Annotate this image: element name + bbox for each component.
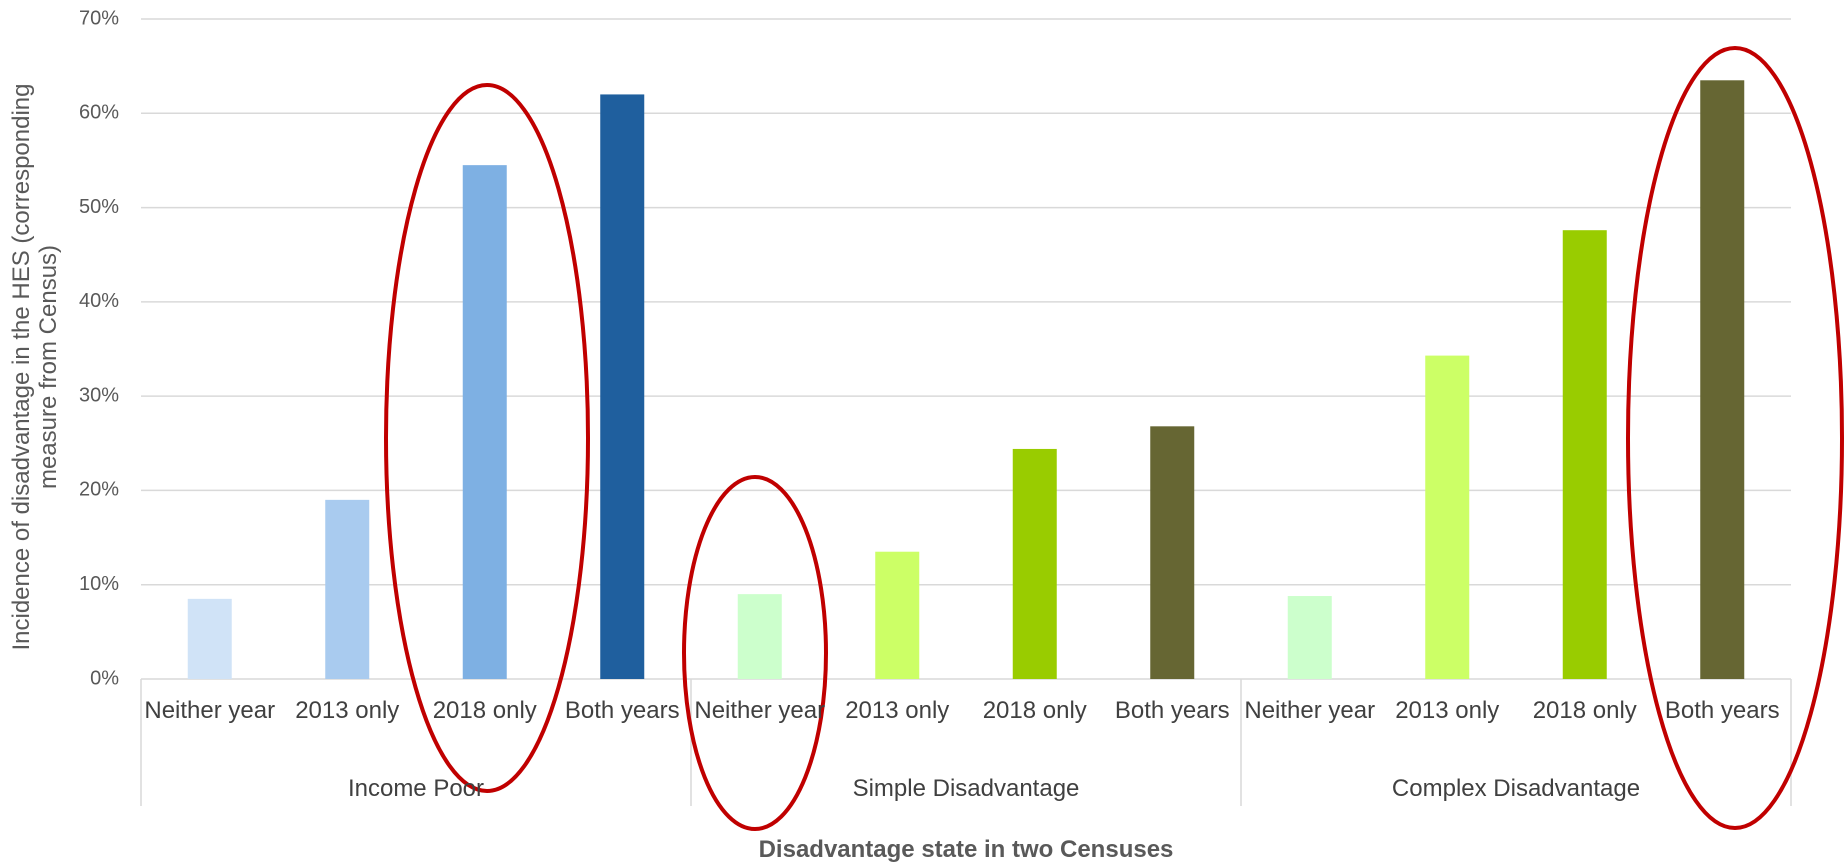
bar — [1012, 448, 1057, 679]
bar — [1150, 426, 1195, 679]
x-axis-title: Disadvantage state in two Censuses — [758, 836, 1174, 863]
group-label: Complex Disadvantage — [1391, 775, 1641, 802]
y-tick-label: 20% — [79, 479, 119, 501]
bar — [187, 598, 232, 679]
y-tick-label: 10% — [79, 573, 119, 595]
bar — [737, 594, 782, 679]
x-tick-label: Neither year — [694, 697, 826, 724]
x-tick-label: 2013 only — [845, 697, 950, 724]
bar — [1425, 355, 1470, 679]
bar — [875, 551, 920, 679]
x-tick-label: Neither year — [1244, 697, 1376, 724]
x-tick-label: 2018 only — [432, 697, 537, 724]
x-tick-label: Both years — [564, 697, 680, 724]
y-tick-label: 30% — [79, 384, 119, 406]
bar — [1700, 80, 1745, 680]
y-tick-label: 70% — [79, 7, 119, 29]
x-tick-label: Both years — [1114, 697, 1230, 724]
bar — [462, 165, 507, 680]
x-tick-label: 2018 only — [1532, 697, 1637, 724]
x-tick-label: 2018 only — [982, 697, 1087, 724]
bar — [1287, 596, 1332, 679]
x-tick-label: Neither year — [144, 697, 276, 724]
bar — [1562, 230, 1607, 679]
y-axis-title: Incidence of disadvantage in the HES (co… — [8, 83, 62, 651]
bar — [325, 499, 370, 679]
bar — [600, 94, 645, 679]
x-tick-label: 2013 only — [295, 697, 400, 724]
y-tick-label: 60% — [79, 102, 119, 124]
group-label: Income Poor — [347, 775, 485, 802]
group-label: Simple Disadvantage — [852, 775, 1080, 802]
y-tick-label: 0% — [90, 667, 119, 689]
y-tick-label: 40% — [79, 290, 119, 312]
x-tick-label: Both years — [1664, 697, 1780, 724]
y-tick-label: 50% — [79, 196, 119, 218]
x-tick-label: 2013 only — [1395, 697, 1500, 724]
